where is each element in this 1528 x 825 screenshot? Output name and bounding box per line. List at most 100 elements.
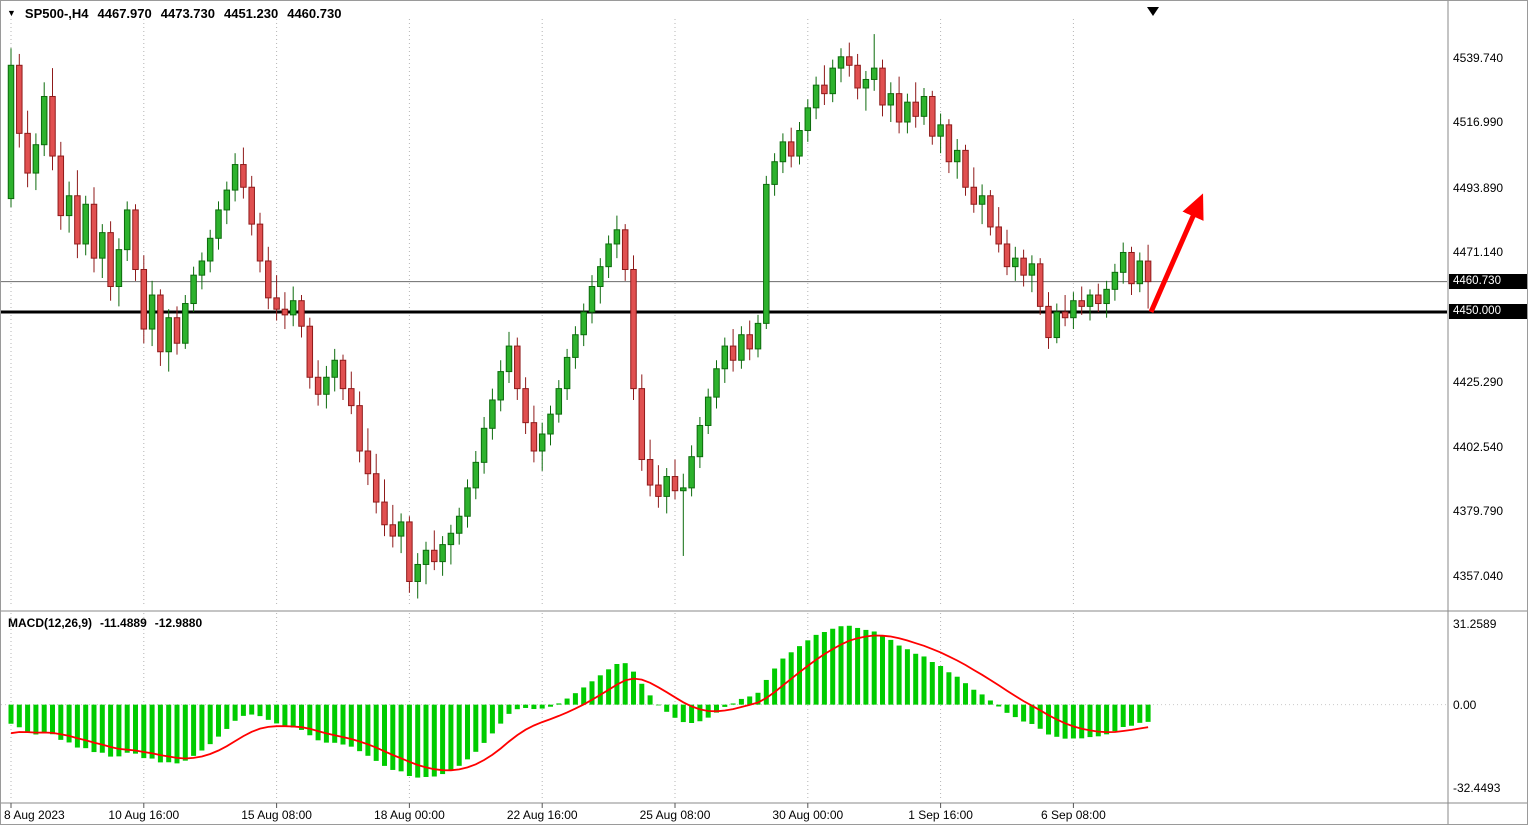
candle — [24, 110, 31, 188]
macd-bar — [913, 653, 919, 705]
macd-bar — [672, 704, 678, 718]
candle — [630, 255, 637, 400]
macd-bar — [456, 704, 462, 766]
candle — [1119, 242, 1127, 284]
macd-bar — [1054, 704, 1060, 737]
macd-bar — [66, 704, 72, 743]
candle — [99, 224, 106, 279]
candle — [879, 59, 886, 117]
candle — [821, 65, 828, 105]
macd-bar — [1070, 704, 1076, 739]
macd-bar — [83, 704, 89, 749]
candle — [348, 371, 355, 415]
candle — [688, 445, 695, 497]
macd-bar — [531, 704, 537, 710]
macd-bar — [290, 704, 296, 728]
macd-bar — [1079, 704, 1085, 739]
candle — [613, 215, 621, 259]
macd-bar — [1037, 704, 1043, 729]
macd-bar — [50, 704, 55, 735]
macd-bar — [448, 704, 454, 771]
macd-bar — [514, 704, 520, 710]
macd-bar — [830, 628, 836, 705]
macd-bar — [149, 704, 155, 759]
candle — [331, 348, 338, 392]
macd-bar — [606, 669, 612, 705]
macd-bar — [382, 704, 387, 766]
candle — [140, 255, 148, 344]
price-axis-label: 4425.290 — [1453, 375, 1504, 390]
macd-bar — [133, 704, 138, 754]
macd-bar — [572, 693, 578, 705]
candle — [148, 280, 156, 347]
candle — [1078, 286, 1085, 315]
candle — [862, 70, 870, 111]
candle — [671, 459, 679, 500]
macd-bar — [373, 704, 379, 761]
candle — [837, 48, 845, 83]
candle — [746, 320, 753, 361]
macd-bar — [996, 704, 1002, 707]
time-axis[interactable]: 8 Aug 2023 10 Aug 16:00 15 Aug 08:00 18 Aug… — [1, 804, 1447, 824]
chart-header: ▼ SP500-,H4 4467.970 4473.730 4451.230 4… — [7, 6, 341, 21]
low-value: 4451.230 — [223, 6, 279, 21]
candle — [829, 59, 836, 103]
chart-shift-marker-icon[interactable] — [1147, 7, 1159, 16]
macd-bar — [465, 704, 470, 760]
macd-bar — [91, 704, 97, 753]
macd-bar — [946, 672, 952, 705]
macd-bar — [257, 704, 263, 717]
time-axis-label: 30 Aug 00:00 — [772, 808, 844, 822]
candle — [215, 201, 222, 250]
candle — [754, 314, 762, 358]
time-axis-label: 8 Aug 2023 — [4, 808, 65, 822]
macd-bar — [548, 704, 553, 707]
price-axis-label: 4471.140 — [1453, 245, 1504, 260]
macd-bar — [896, 645, 902, 705]
macd-bar — [440, 704, 446, 775]
macd-bar — [1120, 704, 1126, 728]
candle — [289, 286, 297, 327]
candle — [663, 468, 670, 514]
macd-bar — [282, 704, 288, 727]
candle — [771, 153, 778, 196]
candle — [314, 360, 322, 406]
macd-bar — [323, 704, 329, 743]
macd-bar — [141, 704, 147, 759]
candle — [198, 252, 206, 290]
candle — [389, 504, 397, 548]
candle — [929, 90, 936, 145]
candle — [115, 238, 123, 307]
macd-bar — [390, 704, 396, 770]
candle — [621, 224, 629, 281]
candle — [713, 360, 720, 409]
price-axis[interactable]: 4539.740 4516.990 4493.890 4471.140 4425.290… — [1449, 1, 1527, 824]
candle — [132, 204, 139, 281]
trend-arrow-object[interactable] — [1148, 193, 1204, 314]
candle — [65, 181, 73, 233]
macd-bar — [581, 687, 587, 705]
time-axis-label: 10 Aug 16:00 — [108, 808, 180, 822]
candle — [439, 536, 446, 576]
macd-bar — [357, 704, 363, 752]
macd-bar — [888, 639, 894, 705]
candle — [1036, 258, 1044, 315]
collapse-icon[interactable]: ▼ — [7, 7, 16, 18]
price-axis-label: 4516.990 — [1453, 115, 1504, 130]
macd-bar — [838, 626, 844, 705]
candle — [846, 42, 853, 77]
candle — [904, 93, 911, 134]
macd-axis[interactable]: 31.2589 0.00 -32.4493 — [1449, 1, 1527, 824]
macd-bar — [821, 632, 827, 705]
macd-bar — [863, 629, 869, 705]
indicator-name: MACD(12,26,9) — [8, 616, 93, 630]
macd-bar — [25, 704, 31, 733]
macd-bar — [191, 704, 197, 756]
macd-bar — [963, 683, 968, 705]
candle — [514, 337, 521, 400]
candle — [987, 190, 994, 236]
candle — [522, 377, 529, 434]
macd-bar — [797, 646, 802, 705]
macd-bar — [216, 704, 221, 737]
